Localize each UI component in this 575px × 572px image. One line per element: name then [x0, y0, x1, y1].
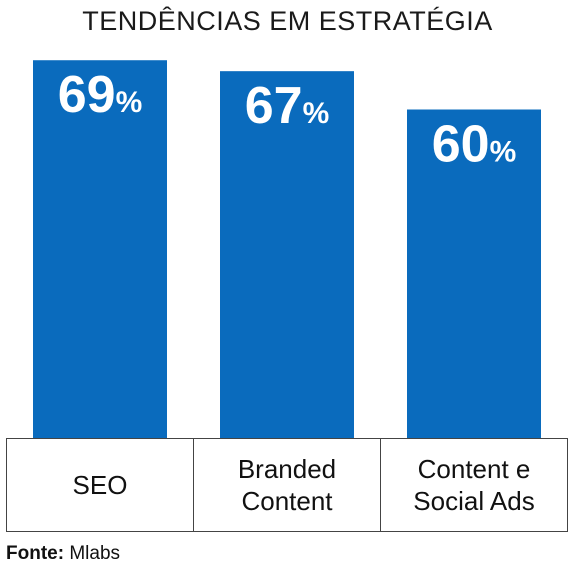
source-label: Fonte: — [6, 543, 65, 564]
bar-3 — [407, 109, 541, 438]
chart-title: TENDÊNCIAS EM ESTRATÉGIA — [82, 6, 493, 36]
category-label-1: SEO — [6, 438, 194, 532]
category-label-2: Branded Content — [193, 438, 381, 532]
source-value: Mlabs — [69, 543, 121, 564]
bar-chart: 69% 67% 60% — [33, 60, 541, 439]
category-label-3: Content e Social Ads — [380, 438, 568, 532]
bar-2 — [220, 71, 354, 439]
bar-value-label-3: 60% — [432, 116, 517, 174]
bar-1 — [33, 60, 167, 438]
bar-value-label-1: 69% — [58, 66, 143, 124]
bar-value-label-2: 67% — [245, 77, 330, 135]
source-note: Fonte: Mlabs — [6, 543, 120, 565]
